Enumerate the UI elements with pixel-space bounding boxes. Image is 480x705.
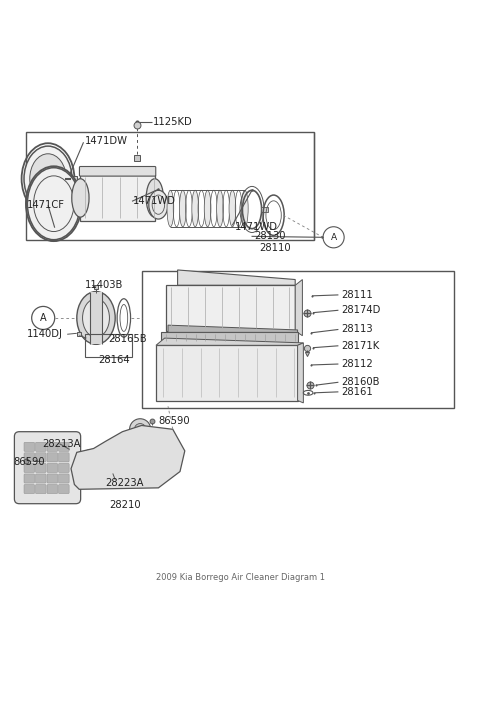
Text: 28223A: 28223A [106, 478, 144, 488]
Polygon shape [295, 280, 302, 336]
FancyBboxPatch shape [24, 453, 35, 462]
FancyBboxPatch shape [36, 442, 46, 451]
Circle shape [81, 455, 105, 479]
FancyBboxPatch shape [36, 463, 46, 472]
Text: 28165B: 28165B [108, 334, 146, 344]
Polygon shape [156, 338, 303, 345]
Ellipse shape [24, 146, 72, 212]
Text: 1471WD: 1471WD [133, 196, 176, 207]
Bar [85, 334, 132, 357]
Polygon shape [298, 343, 303, 403]
Bar [80, 175, 155, 221]
FancyBboxPatch shape [47, 463, 58, 472]
FancyBboxPatch shape [24, 442, 35, 451]
Ellipse shape [229, 190, 236, 227]
Text: 28130: 28130 [254, 231, 286, 241]
FancyBboxPatch shape [36, 484, 46, 493]
Circle shape [134, 424, 146, 435]
Ellipse shape [30, 154, 66, 204]
FancyBboxPatch shape [59, 484, 69, 493]
Polygon shape [71, 425, 185, 489]
Text: 28112: 28112 [341, 359, 372, 369]
Polygon shape [178, 270, 295, 286]
FancyBboxPatch shape [36, 474, 46, 483]
Ellipse shape [204, 190, 211, 227]
Text: 28164: 28164 [98, 355, 130, 365]
Ellipse shape [146, 179, 163, 217]
Text: 28160B: 28160B [341, 377, 379, 387]
Bar [166, 286, 295, 331]
Circle shape [32, 307, 55, 329]
Text: 1471CF: 1471CF [26, 200, 64, 210]
Text: 1140DJ: 1140DJ [26, 329, 62, 339]
Text: 1471WD: 1471WD [235, 222, 278, 232]
FancyBboxPatch shape [24, 463, 35, 472]
Text: 2009 Kia Borrego Air Cleaner Diagram 1: 2009 Kia Borrego Air Cleaner Diagram 1 [156, 573, 324, 582]
Bar [161, 332, 298, 343]
Text: 28174D: 28174D [341, 305, 380, 315]
FancyBboxPatch shape [59, 453, 69, 462]
Text: A: A [40, 313, 47, 323]
FancyBboxPatch shape [79, 166, 156, 176]
Circle shape [74, 450, 111, 486]
FancyBboxPatch shape [47, 442, 58, 451]
Text: 28110: 28110 [259, 243, 291, 253]
FancyBboxPatch shape [47, 453, 58, 462]
Ellipse shape [83, 299, 109, 337]
FancyBboxPatch shape [14, 431, 81, 503]
FancyBboxPatch shape [59, 442, 69, 451]
Text: 28161: 28161 [341, 387, 372, 397]
Ellipse shape [167, 190, 174, 227]
FancyBboxPatch shape [59, 474, 69, 483]
Circle shape [88, 463, 97, 472]
Bar [66, 176, 77, 182]
FancyBboxPatch shape [47, 484, 58, 493]
Text: 28111: 28111 [341, 290, 372, 300]
FancyBboxPatch shape [24, 484, 35, 493]
Ellipse shape [72, 179, 89, 217]
Text: A: A [331, 233, 336, 242]
Ellipse shape [216, 190, 223, 227]
Text: 28113: 28113 [341, 324, 372, 334]
FancyBboxPatch shape [24, 474, 35, 483]
Ellipse shape [27, 168, 80, 240]
Text: 11403B: 11403B [84, 281, 123, 290]
Polygon shape [168, 325, 298, 332]
Bar [90, 292, 102, 344]
Text: 28213A: 28213A [42, 439, 81, 448]
FancyBboxPatch shape [59, 463, 69, 472]
Bar [261, 207, 268, 212]
Text: 86590: 86590 [13, 457, 45, 467]
Ellipse shape [149, 190, 168, 219]
Bar [156, 345, 298, 400]
Text: 28171K: 28171K [341, 341, 379, 351]
Ellipse shape [77, 292, 115, 344]
Text: 86590: 86590 [158, 416, 190, 426]
Circle shape [130, 419, 151, 440]
Text: 1471DW: 1471DW [84, 136, 128, 147]
Ellipse shape [241, 190, 248, 227]
Bar [26, 132, 314, 240]
Bar [142, 271, 454, 407]
Circle shape [323, 227, 344, 248]
FancyBboxPatch shape [47, 474, 58, 483]
Text: 28210: 28210 [109, 500, 141, 510]
Ellipse shape [180, 190, 186, 227]
Ellipse shape [192, 190, 199, 227]
Text: 1125KD: 1125KD [153, 117, 192, 127]
FancyBboxPatch shape [36, 453, 46, 462]
